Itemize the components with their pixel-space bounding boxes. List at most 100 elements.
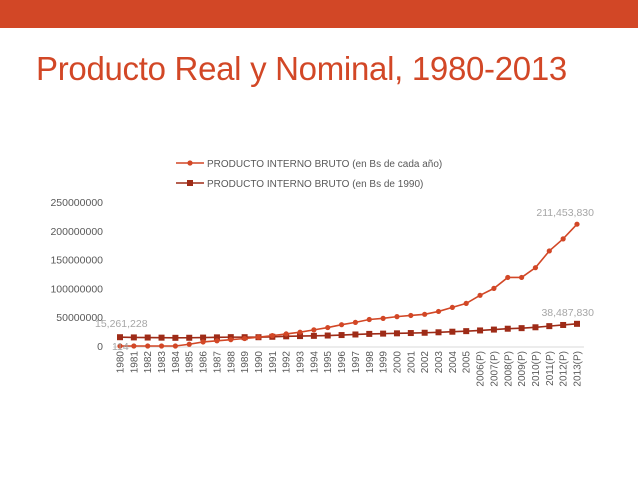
series-point: [325, 324, 331, 331]
x-tick-label: 2010(P): [531, 351, 542, 387]
series-point: [394, 314, 400, 320]
series-point: [393, 330, 400, 337]
x-tick-label: 1997: [351, 351, 362, 374]
x-tick-label: 1987: [212, 351, 223, 374]
x-tick-label: 2011(P): [545, 351, 556, 386]
x-tick-label: 2001: [406, 351, 417, 374]
data-label: 114: [112, 341, 129, 353]
series-point: [172, 334, 179, 341]
x-tick-label: 2008(P): [503, 351, 514, 387]
series-point: [380, 330, 387, 337]
series-point: [477, 292, 483, 298]
series-point: [560, 236, 566, 242]
x-tick-label: 2004: [448, 351, 459, 374]
x-tick-label: 1982: [143, 351, 154, 374]
series-point: [117, 334, 123, 341]
x-tick-label: 2000: [392, 351, 403, 374]
series-point: [228, 337, 234, 343]
series-point: [352, 331, 359, 338]
series-point: [283, 331, 289, 337]
y-tick-label: 100000000: [50, 283, 103, 295]
series-point: [352, 319, 359, 325]
series-point: [338, 332, 345, 339]
data-label: 38,487,830: [541, 307, 594, 319]
series-point: [491, 285, 497, 291]
x-tick-label: 2003: [434, 351, 445, 374]
series-point: [504, 325, 511, 332]
series-point: [310, 332, 317, 339]
series-point: [144, 334, 151, 341]
series-point: [242, 335, 248, 342]
series-point: [490, 326, 497, 333]
x-tick-label: 1983: [157, 351, 168, 374]
x-tick-label: 1991: [268, 351, 279, 374]
series-point: [214, 338, 220, 344]
series-point: [546, 248, 552, 254]
x-tick-label: 1995: [323, 351, 334, 374]
x-tick-label: 2006(P): [476, 351, 487, 387]
series-point: [269, 333, 275, 339]
x-tick-label: 1988: [226, 351, 237, 374]
plot-area: [117, 221, 580, 349]
series-point: [380, 315, 386, 321]
data-label: 15,261,228: [95, 318, 148, 330]
y-tick-label: 150000000: [50, 255, 103, 267]
series-line: [119, 323, 578, 339]
series-point: [324, 332, 331, 339]
series-point: [421, 329, 428, 336]
x-tick-label: 1998: [365, 351, 376, 374]
x-tick-label: 1992: [282, 351, 293, 374]
series-point: [255, 334, 262, 340]
data-labels: 114 211,453,830 15,261,228 38,487,830: [95, 207, 594, 353]
x-tick-label: 2012(P): [559, 351, 570, 387]
series-point: [574, 221, 580, 227]
series-point: [408, 312, 414, 319]
series-point: [546, 323, 553, 330]
series-point: [435, 308, 442, 315]
series-point: [145, 343, 151, 349]
x-tick-label: 2007(P): [489, 351, 500, 387]
series-point: [172, 343, 178, 349]
x-tick-label: 2009(P): [517, 351, 528, 387]
x-tick-label: 1989: [240, 351, 251, 374]
series-point: [158, 334, 165, 341]
series-point: [519, 274, 525, 281]
series-point: [366, 330, 373, 337]
slide-accent-bar: [0, 0, 638, 28]
series-point: [518, 325, 525, 332]
series-point: [463, 300, 469, 306]
series-point: [117, 343, 123, 349]
series-point: [297, 329, 303, 335]
x-tick-label: 2005: [462, 351, 473, 374]
x-tick-label: 1980: [116, 351, 127, 374]
x-tick-label: 2013(P): [573, 351, 584, 387]
series-point: [532, 265, 539, 271]
series-line: [120, 223, 578, 347]
slide-title: Producto Real y Nominal, 1980-2013: [36, 50, 567, 87]
series-point: [131, 343, 137, 349]
legend-marker: [187, 160, 193, 166]
series-point: [574, 320, 580, 327]
series-point: [422, 311, 428, 317]
y-axis: 0 50000000 100000000 150000000 200000000 2500…: [50, 197, 103, 353]
series-point: [158, 343, 165, 349]
series-point: [130, 334, 137, 341]
series-point: [463, 328, 470, 335]
y-tick-label: 250000000: [50, 197, 103, 209]
series-point: [200, 339, 206, 345]
series-point: [186, 334, 193, 341]
y-tick-label: 200000000: [50, 226, 103, 238]
series-point: [200, 334, 207, 341]
series-point: [477, 327, 484, 334]
series-point: [338, 322, 345, 328]
x-tick-label: 1985: [185, 351, 196, 374]
series-point: [366, 316, 372, 323]
series-point: [435, 329, 442, 336]
series-point: [311, 327, 317, 333]
x-axis: 1980 1981 1982 1983 1984 1985 1986 1987 1988 1989…: [113, 346, 584, 387]
legend-marker: [187, 180, 193, 186]
x-tick-label: 1993: [296, 351, 307, 374]
series-point: [560, 321, 567, 328]
x-tick-label: 1994: [309, 351, 320, 374]
